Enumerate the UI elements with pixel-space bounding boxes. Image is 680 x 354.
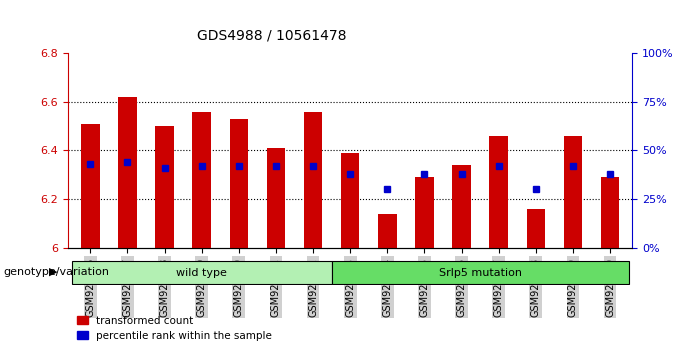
Text: Srlp5 mutation: Srlp5 mutation [439, 268, 522, 278]
Text: wild type: wild type [176, 268, 227, 278]
Bar [267, 148, 285, 248]
Bar [332, 53, 369, 248]
Bar [564, 136, 582, 248]
Bar [146, 53, 183, 248]
Text: ▶: ▶ [50, 267, 58, 277]
Bar [155, 126, 174, 248]
Bar [480, 53, 517, 248]
Bar [257, 53, 294, 248]
Bar [601, 177, 619, 248]
Bar [443, 53, 480, 248]
Bar [230, 119, 248, 248]
Bar [341, 153, 360, 248]
Bar [369, 53, 406, 248]
Text: GDS4988 / 10561478: GDS4988 / 10561478 [197, 28, 347, 42]
Bar [526, 209, 545, 248]
Bar [378, 214, 396, 248]
Bar [192, 112, 211, 248]
Bar [118, 97, 137, 248]
Bar [71, 53, 109, 248]
Bar [406, 53, 443, 248]
Bar [81, 124, 99, 248]
Bar [304, 112, 322, 248]
Text: genotype/variation: genotype/variation [3, 267, 109, 277]
FancyBboxPatch shape [332, 261, 629, 284]
Bar [554, 53, 592, 248]
Bar [294, 53, 332, 248]
Bar [415, 177, 434, 248]
Bar [109, 53, 146, 248]
FancyBboxPatch shape [71, 261, 332, 284]
Bar [220, 53, 257, 248]
Bar [517, 53, 554, 248]
Bar [452, 165, 471, 248]
Bar [490, 136, 508, 248]
Bar [183, 53, 220, 248]
Legend: transformed count, percentile rank within the sample: transformed count, percentile rank withi… [73, 312, 276, 345]
Bar [592, 53, 629, 248]
